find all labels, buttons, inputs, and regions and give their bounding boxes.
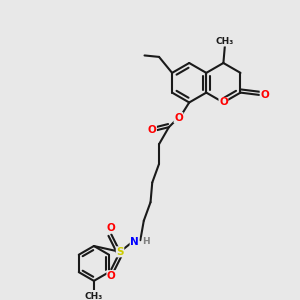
Text: CH₃: CH₃ (85, 292, 103, 300)
Text: O: O (148, 125, 156, 135)
Text: O: O (107, 271, 116, 281)
Text: CH₃: CH₃ (216, 37, 234, 46)
Text: O: O (260, 90, 269, 100)
Text: S: S (116, 247, 124, 257)
Text: H: H (142, 237, 150, 246)
Text: N: N (130, 237, 139, 247)
Text: O: O (174, 112, 183, 123)
Text: O: O (219, 98, 228, 107)
Text: O: O (107, 223, 116, 233)
